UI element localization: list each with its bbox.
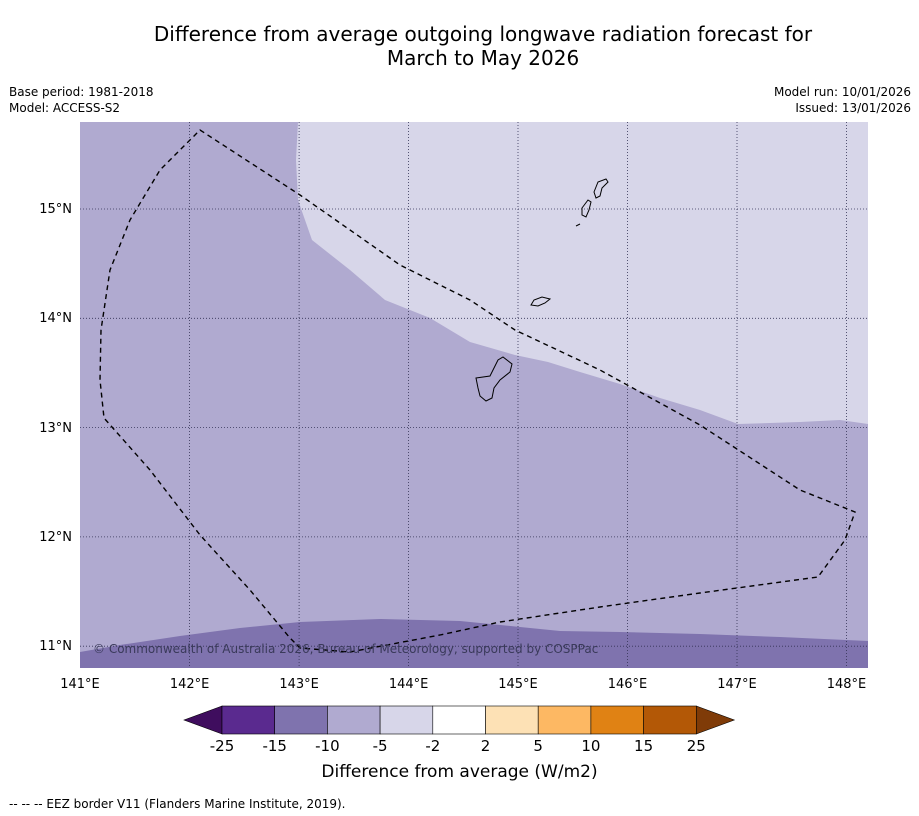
colorbar-swatch xyxy=(643,705,697,735)
colorbar-tick-label: 15 xyxy=(634,737,654,755)
colorbar-tick-label: 2 xyxy=(480,737,491,755)
island-saipan xyxy=(593,178,609,199)
lat-label: 13°N xyxy=(39,421,72,436)
colorbar-swatch xyxy=(537,705,592,735)
colorbar-swatch xyxy=(432,705,486,735)
map-title: Difference from average outgoing longwav… xyxy=(0,22,919,70)
title-line-2: March to May 2026 xyxy=(386,46,580,70)
colorbar-tick-label: -25 xyxy=(209,737,235,755)
lon-label: 142°E xyxy=(170,677,210,692)
issued-date: Issued: 13/01/2026 xyxy=(795,101,911,115)
colorbar-tick-label: 5 xyxy=(533,737,543,755)
colorbar-swatch xyxy=(221,705,276,735)
colorbar-extend-low xyxy=(183,705,223,735)
island-outlines xyxy=(475,178,609,402)
lon-label: 141°E xyxy=(60,677,100,692)
anomaly-region-minus15-minus10 xyxy=(80,619,868,668)
lat-label: 14°N xyxy=(39,311,72,326)
lat-label: 11°N xyxy=(39,639,72,654)
colorbar-tick-label: -5 xyxy=(372,737,388,755)
lon-label: 147°E xyxy=(717,677,757,692)
lon-label: 148°E xyxy=(827,677,867,692)
colorbar-swatch xyxy=(379,705,434,735)
island-rota xyxy=(530,296,552,307)
map-area: © Commonwealth of Australia 2026, Bureau… xyxy=(80,122,868,668)
island-guam xyxy=(475,356,513,402)
longitude-labels: 141°E 142°E 143°E 144°E 145°E 146°E 147°… xyxy=(60,677,866,692)
title-line-1: Difference from average outgoing longwav… xyxy=(153,22,813,46)
copyright-text: © Commonwealth of Australia 2026, Bureau… xyxy=(93,642,598,656)
lat-label: 15°N xyxy=(39,202,72,217)
meta-left: Base period: 1981-2018 Model: ACCESS-S2 xyxy=(9,84,154,116)
graticule xyxy=(80,122,868,668)
colorbar-swatch xyxy=(274,705,328,735)
colorbar-tick-label: 25 xyxy=(686,737,706,755)
model-run: Model run: 10/01/2026 xyxy=(773,85,911,99)
lon-label: 144°E xyxy=(389,677,429,692)
colorbar-swatch xyxy=(590,705,644,735)
anomaly-region-minus5-minus2 xyxy=(296,122,868,424)
latitude-labels: 15°N 14°N 13°N 12°N 11°N xyxy=(39,202,72,654)
lat-label: 12°N xyxy=(39,530,72,545)
colorbar-extend-high xyxy=(695,705,736,735)
colorbar-swatch xyxy=(485,705,539,735)
colorbar-tick-label: -2 xyxy=(425,737,441,755)
lon-label: 143°E xyxy=(279,677,319,692)
island-aguijan xyxy=(575,223,581,227)
meta-right: Model run: 10/01/2026 Issued: 13/01/2026 xyxy=(774,84,911,116)
colorbar-tick-label: -15 xyxy=(262,737,287,755)
colorbar-swatch xyxy=(327,705,381,735)
base-period: Base period: 1981-2018 xyxy=(9,85,154,99)
island-tinian xyxy=(581,199,592,218)
colorbar-tick-label: -10 xyxy=(315,737,340,755)
colorbar-title: Difference from average (W/m2) xyxy=(321,762,598,782)
lon-label: 145°E xyxy=(498,677,538,692)
lon-label: 146°E xyxy=(608,677,648,692)
eez-border-note: -- -- -- EEZ border V11 (Flanders Marine… xyxy=(9,797,346,811)
model-name: Model: ACCESS-S2 xyxy=(9,101,121,115)
colorbar xyxy=(183,705,736,735)
colorbar-tick-label: 10 xyxy=(581,737,601,755)
